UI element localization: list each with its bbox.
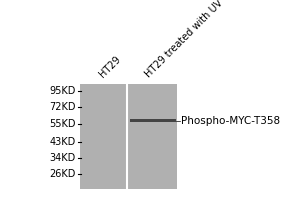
Bar xyxy=(130,119,176,122)
Text: 43KD: 43KD xyxy=(50,137,76,147)
Text: Phospho-MYC-T358: Phospho-MYC-T358 xyxy=(182,116,280,126)
Text: 95KD: 95KD xyxy=(49,86,76,96)
Bar xyxy=(80,84,177,189)
Text: HT29: HT29 xyxy=(97,54,122,80)
Text: 72KD: 72KD xyxy=(49,102,76,112)
Text: 26KD: 26KD xyxy=(49,169,76,179)
Text: 55KD: 55KD xyxy=(49,119,76,129)
Text: 34KD: 34KD xyxy=(50,153,76,163)
Text: HT29 treated with UV: HT29 treated with UV xyxy=(143,0,224,80)
